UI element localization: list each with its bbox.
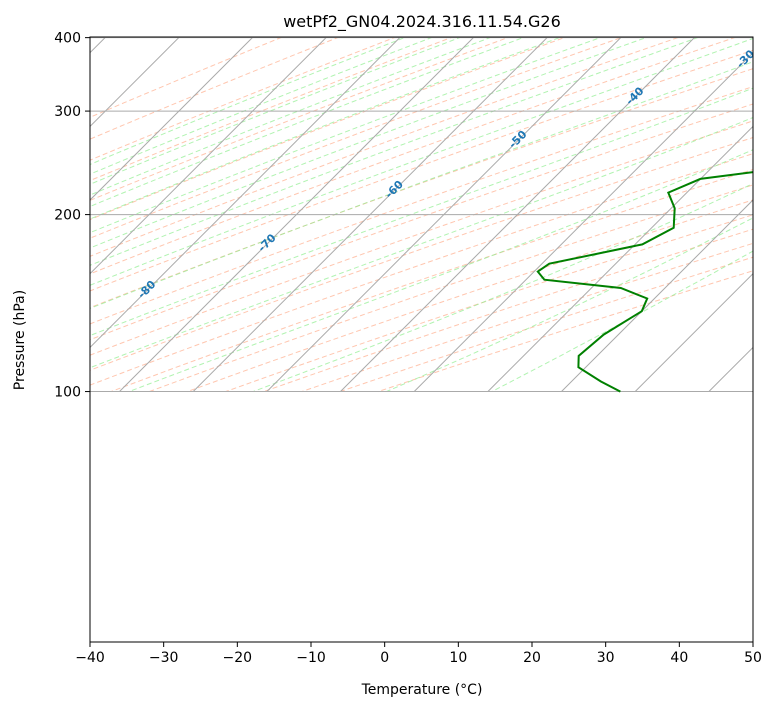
y-tick-label: 400 (54, 31, 81, 47)
y-tick-label: 200 (54, 208, 81, 224)
x-tick-label: 40 (670, 650, 688, 666)
x-tick-label: −30 (149, 650, 179, 666)
x-tick-label: 50 (744, 650, 762, 666)
chart-title: wetPf2_GN04.2024.316.11.54.G26 (283, 12, 561, 32)
y-tick-label: 300 (54, 104, 81, 120)
x-tick-label: 30 (597, 650, 615, 666)
y-tick-label: 100 (54, 385, 81, 401)
x-tick-label: 10 (449, 650, 467, 666)
y-axis-label: Pressure (hPa) (12, 290, 28, 390)
x-tick-label: −10 (296, 650, 326, 666)
x-tick-label: 20 (523, 650, 541, 666)
x-tick-label: 0 (380, 650, 389, 666)
x-tick-label: −40 (75, 650, 105, 666)
x-axis-label: Temperature (°C) (361, 682, 483, 698)
x-tick-label: −20 (223, 650, 253, 666)
